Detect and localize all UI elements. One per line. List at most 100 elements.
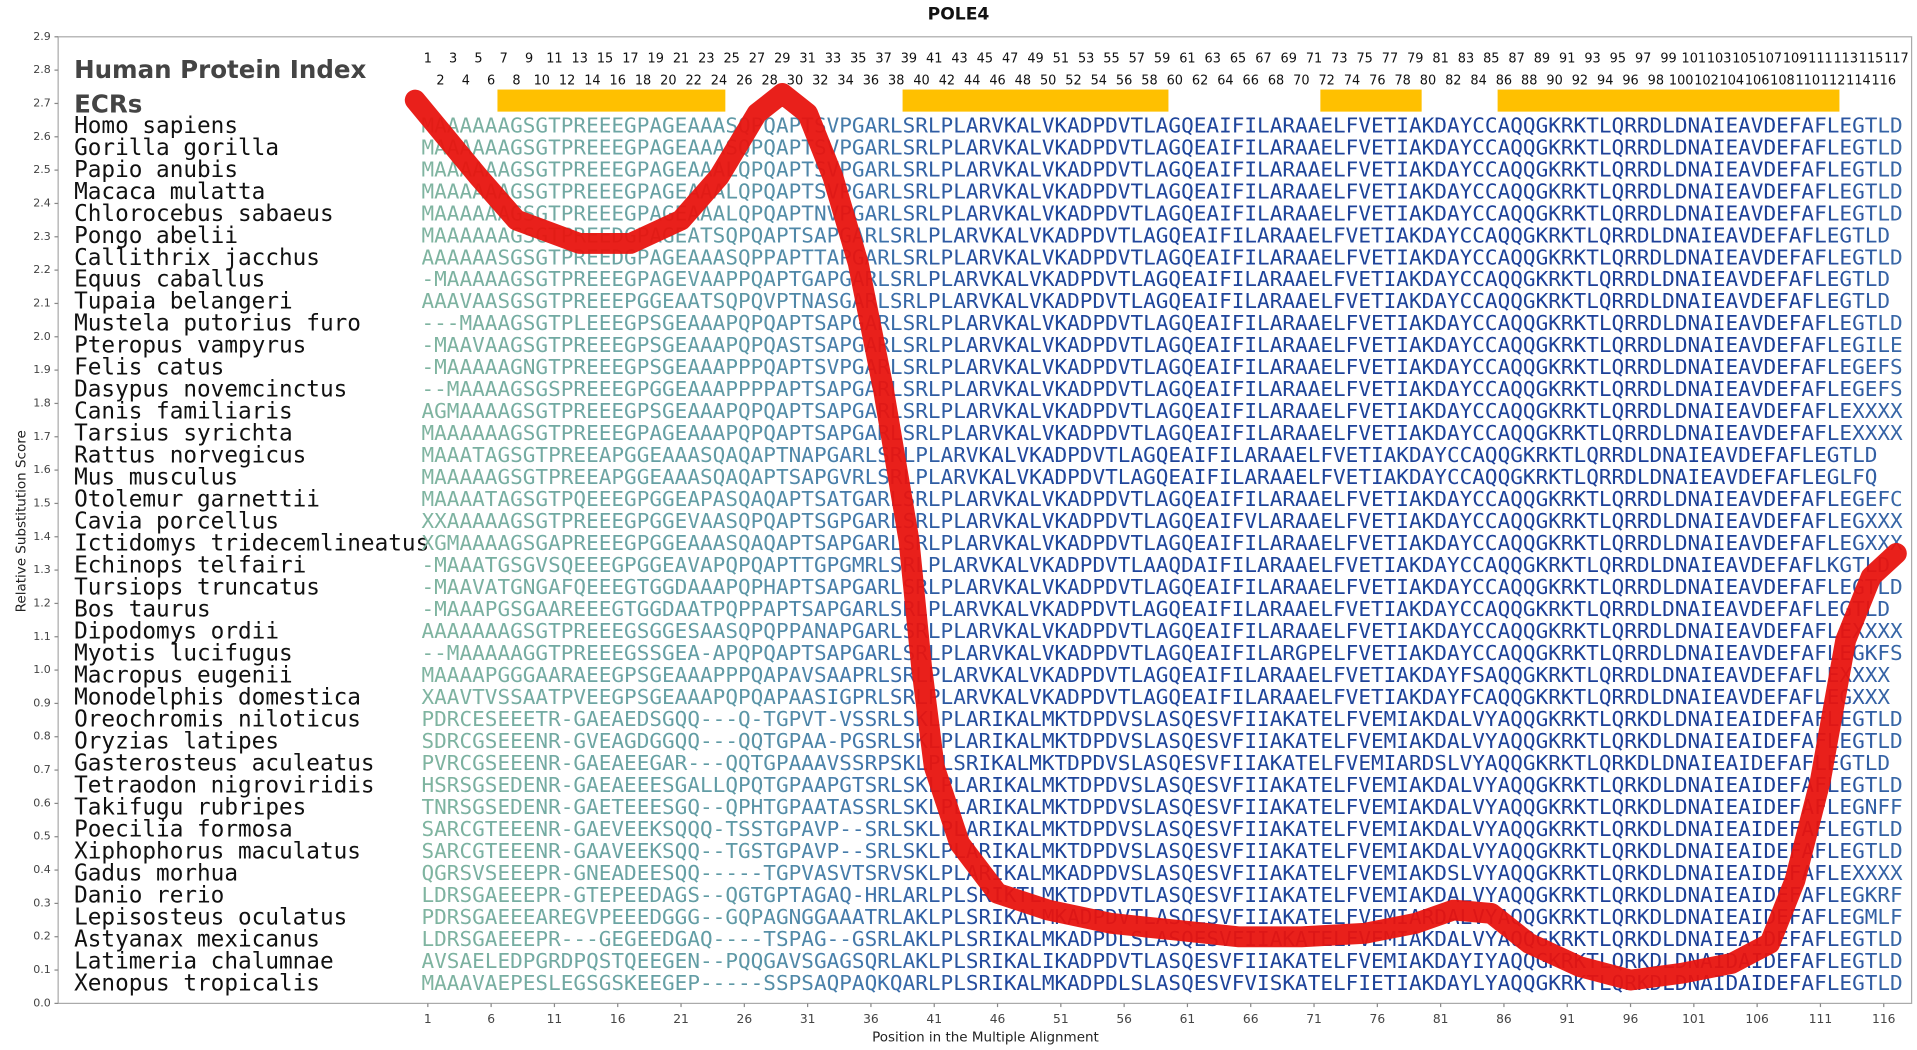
species-name: Danio rerio [74, 882, 224, 908]
index-number: 99 [1660, 51, 1676, 66]
index-number: 59 [1154, 51, 1170, 66]
species-name: Papio anubis [74, 157, 238, 183]
index-number: 28 [761, 73, 777, 88]
species-name: Bos taurus [74, 597, 211, 623]
y-tick-label: 1.5 [33, 496, 51, 509]
index-number: 108 [1770, 73, 1795, 88]
x-tick-label: 11 [547, 1012, 563, 1026]
index-number: 26 [736, 73, 752, 88]
species-name: Tupaia belangeri [74, 289, 293, 315]
y-tick-label: 2.3 [33, 230, 51, 243]
plot-frame [57, 36, 1913, 1005]
index-number: 69 [1281, 51, 1297, 66]
index-number: 29 [774, 51, 790, 66]
index-number: 40 [913, 73, 929, 88]
index-number: 35 [850, 51, 866, 66]
index-number: 103 [1707, 51, 1732, 66]
species-name: Equus caballus [74, 267, 265, 293]
sequence: MAAATAGSGTPREEAPGGEAAASQAQAPTNAPGARLSRLP… [421, 443, 1877, 467]
index-number: 1 [424, 51, 432, 66]
index-number: 77 [1382, 51, 1398, 66]
species-name: Xiphophorus maculatus [74, 838, 361, 864]
index-number: 37 [875, 51, 891, 66]
y-tick-label: 1.8 [33, 396, 51, 409]
index-number: 24 [711, 73, 727, 88]
species-name: Monodelphis domestica [74, 684, 361, 710]
species-name: Felis catus [74, 355, 224, 381]
index-number: 30 [787, 73, 803, 88]
sequence: XGMAAAAGSGAPREEEGPGGEAAASQAQAPTSAPGARLSR… [421, 531, 1903, 555]
index-number: 115 [1859, 51, 1884, 66]
index-number: 73 [1331, 51, 1347, 66]
species-name: Takifugu rubripes [74, 794, 306, 820]
index-number: 25 [723, 51, 739, 66]
species-name: Macropus eugenii [74, 662, 293, 688]
x-tick-label: 46 [990, 1012, 1006, 1026]
sequence: AGMAAAAGSGTPREEEGPSGEAAAPQPQAPTSAPGARLSR… [421, 399, 1903, 423]
index-number: 49 [1027, 51, 1043, 66]
index-number: 53 [1078, 51, 1094, 66]
species-name: Gasterosteus aculeatus [74, 750, 375, 776]
species-name: Oreochromis niloticus [74, 706, 361, 732]
y-tick-label: 1.4 [33, 530, 51, 543]
x-tick-label: 91 [1559, 1012, 1575, 1026]
sequence: TNRSGSEDENR-GAETEEESGQ--QPHTGPAATASSRLSK… [421, 795, 1902, 819]
index-number: 47 [1002, 51, 1018, 66]
index-number: 80 [1420, 73, 1436, 88]
index-number: 72 [1319, 73, 1335, 88]
index-number: 62 [1192, 73, 1208, 88]
x-tick-label: 81 [1433, 1012, 1449, 1026]
y-tick-label: 2.9 [33, 30, 51, 43]
index-label: Human Protein Index [74, 55, 366, 84]
species-name: Chlorocebus sabaeus [74, 201, 334, 227]
index-number: 102 [1694, 73, 1719, 88]
index-number: 3 [449, 51, 457, 66]
sequence: MAAAAAAGSGTPREEEGPAGEAAALQPQAPTSVPGARLSR… [421, 179, 1902, 203]
index-number: 87 [1508, 51, 1524, 66]
index-number: 57 [1129, 51, 1145, 66]
index-number: 94 [1597, 73, 1613, 88]
index-number: 34 [837, 73, 853, 88]
sequence: -MAAAAAGNGTPREEEGPSGEAAAPPPQAPTSVPGARLSR… [421, 355, 1902, 379]
x-axis-label: Position in the Multiple Alignment [872, 1030, 1099, 1046]
index-number: 83 [1458, 51, 1474, 66]
species-name: Tetraodon nigroviridis [74, 772, 375, 798]
sequence: PVRCGSEEENR-GAEAEEGAR---QQTGPAAAVSSRPSKL… [421, 751, 1890, 775]
species-name: Gorilla gorilla [74, 135, 279, 161]
species-name: Mus musculus [74, 465, 238, 491]
index-number: 10 [534, 73, 550, 88]
species-name: Dipodomys ordii [74, 619, 279, 645]
x-tick-label: 96 [1623, 1012, 1639, 1026]
y-tick-label: 0.1 [33, 963, 51, 976]
ecr-bar [497, 89, 726, 112]
y-tick-label: 2.0 [33, 330, 51, 343]
index-number: 18 [635, 73, 651, 88]
index-number: 48 [1015, 73, 1031, 88]
index-number: 89 [1534, 51, 1550, 66]
species-name: Homo sapiens [74, 113, 238, 139]
index-number: 100 [1669, 73, 1694, 88]
index-number: 32 [812, 73, 828, 88]
index-number: 85 [1483, 51, 1499, 66]
index-number: 109 [1783, 51, 1808, 66]
x-tick-label: 66 [1243, 1012, 1259, 1026]
y-tick-label: 2.8 [33, 63, 51, 76]
sequence: ---MAAAGSGTPLEEEGPSGEAAAPQPQAPTSAPGARLSR… [421, 311, 1902, 335]
index-number: 39 [901, 51, 917, 66]
sequence: -MAAVATGNGAFQEEEGTGGDAAAPQPHAPTSAPGARLSR… [421, 575, 1902, 599]
species-name: Canis familiaris [74, 399, 293, 425]
index-number: 54 [1091, 73, 1107, 88]
index-number: 84 [1470, 73, 1486, 88]
x-tick-label: 16 [610, 1012, 626, 1026]
sequence: MAAAAAAGSGTPREEEGPAGEAAALQPQAPTSVPGARLSR… [421, 157, 1902, 181]
x-tick-label: 31 [800, 1012, 816, 1026]
index-number: 4 [462, 73, 470, 88]
index-number: 13 [572, 51, 588, 66]
species-name: Xenopus tropicalis [74, 970, 320, 996]
y-tick-label: 2.1 [33, 296, 51, 309]
index-number: 68 [1268, 73, 1284, 88]
ecr-label: ECRs [74, 89, 142, 118]
sequence: AAAAAAAGSGTPREEEGSGGESAASQPQPPANAPGARLSR… [421, 619, 1903, 643]
